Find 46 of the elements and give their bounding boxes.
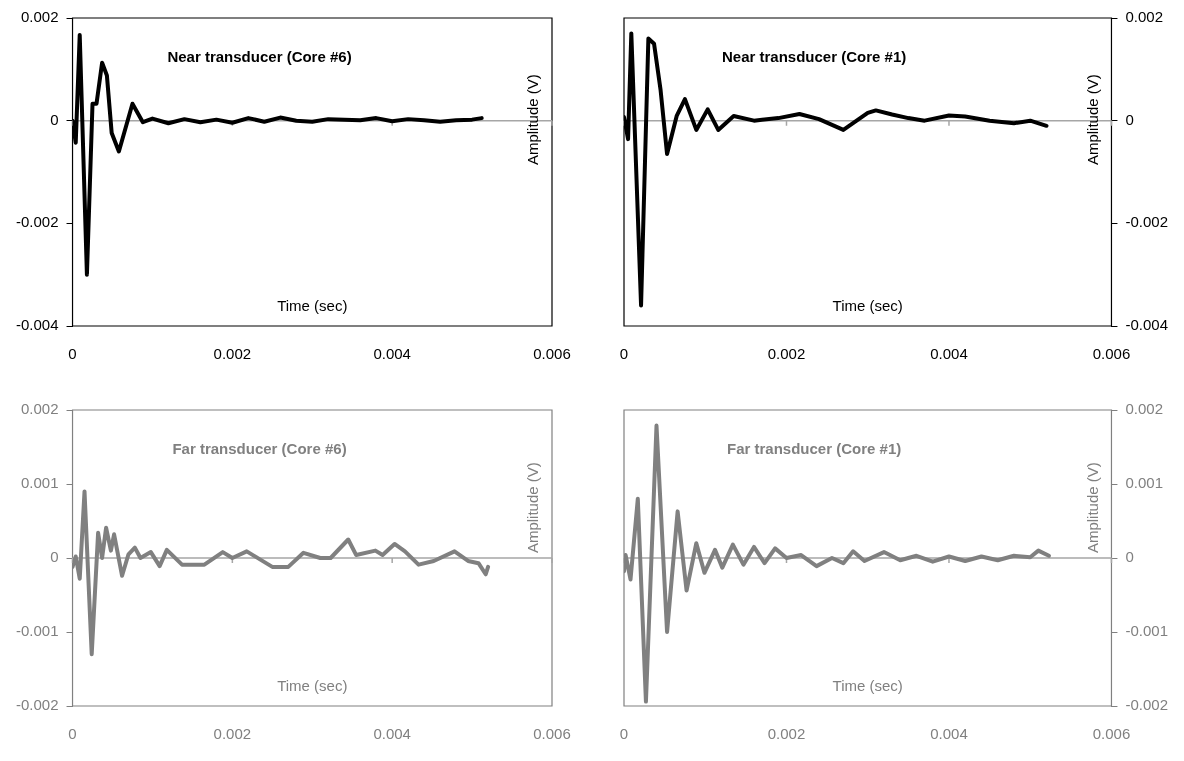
x-tick-label: 0.004 <box>930 725 968 743</box>
y2-axis-title: Amplitude (V) <box>1083 74 1101 166</box>
y2-tick-label: -0.002 <box>1125 213 1169 231</box>
y-axis-title: Amplitude (V) <box>524 462 542 554</box>
text: Far transducer (Core #6) <box>172 440 347 458</box>
x-tick-label: 0.002 <box>767 725 806 743</box>
x-axis-title: Time (sec) <box>832 296 903 314</box>
y-tick-label: 0.002 <box>20 8 59 26</box>
x-tick-label: 0 <box>619 725 629 743</box>
x-tick-label: 0 <box>68 725 77 743</box>
x-tick-label: 0.004 <box>373 345 411 363</box>
y-tick-label: -0.002 <box>15 696 59 714</box>
y-tick-label: -0.002 <box>15 213 59 231</box>
x-tick-label: 0 <box>68 345 77 363</box>
y2-tick-label: -0.004 <box>1125 316 1169 334</box>
y2-axis-title: Amplitude (V) <box>1083 462 1101 554</box>
y2-tick-label: 0.002 <box>1125 400 1164 418</box>
x-tick-label: 0.004 <box>930 345 968 363</box>
y2-tick-label: 0.001 <box>1125 474 1164 492</box>
x-tick-label: 0 <box>619 345 629 363</box>
x-tick-label: 0.002 <box>213 345 252 363</box>
y-tick-label: 0 <box>50 548 59 566</box>
x-tick-label: 0.002 <box>767 345 806 363</box>
y-axis-title: Amplitude (V) <box>524 74 542 166</box>
x-tick-label: 0.004 <box>373 725 411 743</box>
x-tick-label: 0.002 <box>213 725 252 743</box>
y2-tick-label: 0.002 <box>1125 8 1164 26</box>
x-axis-title: Time (sec) <box>832 676 903 694</box>
y-tick-label: 0.001 <box>20 474 59 492</box>
text: Near transducer (Core #1) <box>722 48 907 66</box>
y-tick-label: 0 <box>50 110 59 128</box>
y2-tick-label: -0.002 <box>1125 696 1169 714</box>
y-tick-label: -0.004 <box>15 316 59 334</box>
text: Near transducer (Core #6) <box>167 48 352 66</box>
x-tick-label: 0.006 <box>533 345 571 363</box>
y2-tick-label: 0 <box>1125 110 1134 128</box>
x-tick-label: 0.006 <box>1092 725 1131 743</box>
y2-tick-label: 0 <box>1125 548 1134 566</box>
x-axis-title: Time (sec) <box>277 676 348 694</box>
y-tick-label: 0.002 <box>20 400 59 418</box>
x-tick-label: 0.006 <box>1092 345 1131 363</box>
y-tick-label: -0.001 <box>15 622 59 640</box>
x-tick-label: 0.006 <box>533 725 571 743</box>
text: Far transducer (Core #1) <box>727 440 902 458</box>
y2-tick-label: -0.001 <box>1125 622 1169 640</box>
x-axis-title: Time (sec) <box>277 296 348 314</box>
